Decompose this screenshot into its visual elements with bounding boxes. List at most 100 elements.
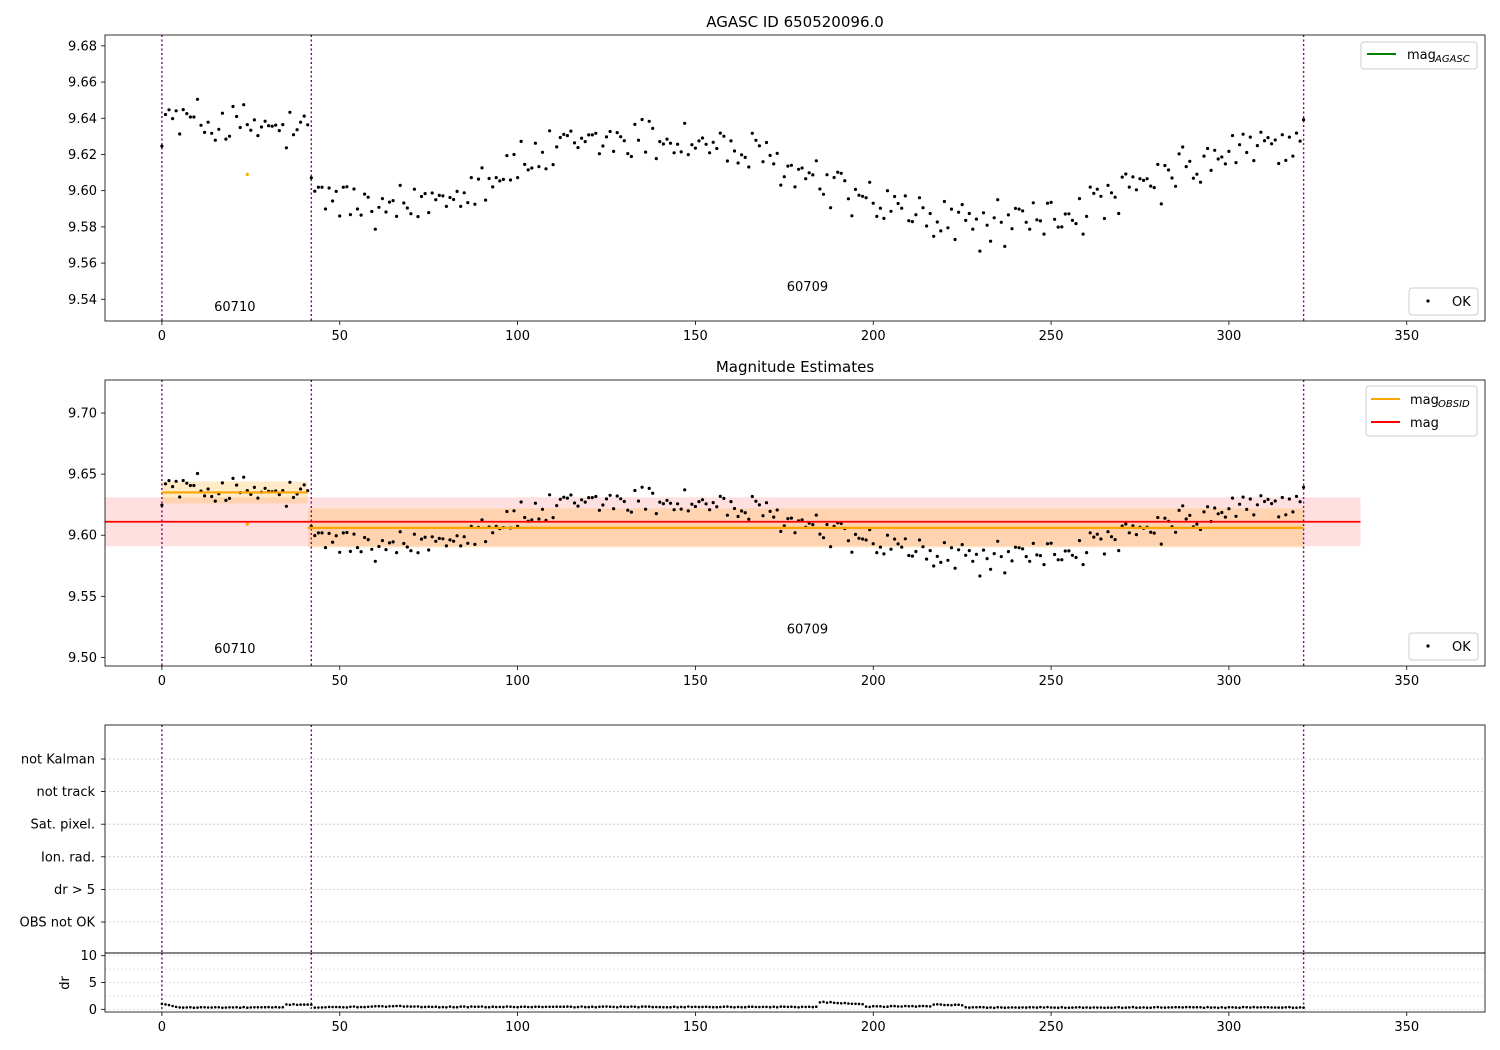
ok-data-point [1106,183,1110,187]
dr-data-point [1032,1006,1035,1009]
dr-data-point [480,1005,484,1008]
dr-data-point [1028,1005,1031,1009]
dr-data-point [1145,1006,1149,1009]
dr-data-point [562,1005,566,1008]
ok-data-point [572,501,577,505]
dr-data-point [651,1005,654,1009]
ok-data-point [1213,148,1217,152]
ok-data-point [1070,553,1074,557]
ok-data-point [1159,542,1163,546]
dr-data-point [1081,1006,1085,1009]
dr-data-point [434,1005,438,1008]
ok-data-point [224,498,228,502]
ok-data-point [967,549,971,553]
x-tick-label: 300 [1217,1020,1242,1035]
ok-data-point [540,507,545,511]
ok-data-point [512,509,516,513]
dr-data-point [768,1005,772,1009]
dr-data-point [174,1005,178,1009]
ok-data-point [288,110,292,114]
ok-data-point [1273,138,1277,142]
ok-data-point [163,482,168,486]
ok-data-point [693,504,698,509]
dr-data-point [1284,1006,1288,1009]
dr-data-point [1174,1005,1177,1009]
ok-data-point [999,220,1003,224]
ok-data-point [302,114,306,118]
ok-data-point [1113,538,1117,542]
dr-data-point [736,1005,740,1009]
ok-data-point [167,108,171,112]
ok-data-point [1035,553,1039,557]
obsid-label: 60710 [214,300,255,315]
dr-data-point [292,1002,295,1006]
ok-data-point [718,131,722,135]
y-tick-label: 5 [89,976,97,991]
ok-data-point [291,495,296,500]
ok-data-point [242,103,246,107]
dr-data-point [1007,1006,1010,1009]
dr-data-point [758,1005,761,1009]
ok-data-point [1088,531,1092,535]
ok-data-point [1223,162,1227,166]
dr-data-point [676,1006,679,1009]
dr-data-point [647,1005,651,1008]
dr-data-point [1195,1005,1199,1009]
ok-data-point [448,195,452,200]
ok-data-point [284,146,288,150]
ok-data-point [949,546,954,550]
dr-data-point [900,1005,903,1008]
dr-data-point [800,1005,804,1009]
ok-data-point [711,140,715,144]
ok-data-point [644,507,648,511]
dr-data-point [1167,1006,1170,1009]
dr-data-point [555,1005,558,1008]
x-tick-label: 250 [1039,674,1064,689]
dr-data-point [943,1003,946,1007]
ok-data-point [836,170,840,174]
ok-data-point [672,508,676,512]
dr-data-point [537,1005,541,1008]
dr-data-point [281,1005,285,1009]
ok-data-point [544,167,548,171]
ok-data-point [1216,157,1220,161]
x-tick-label: 50 [331,329,348,344]
dr-data-point [854,1002,857,1006]
ok-data-point [580,136,584,140]
ok-data-point [939,229,943,233]
ok-data-point [373,559,377,563]
ok-data-point [270,124,274,128]
ok-data-point [903,194,907,198]
ok-data-point [227,496,232,500]
x-tick-label: 200 [861,329,886,344]
ok-data-point [203,494,207,498]
dr-data-point [1209,1006,1213,1009]
dr-data-point [181,1006,185,1009]
ok-data-point [917,538,922,542]
dr-data-point [743,1005,747,1009]
ok-data-point [757,144,762,148]
ok-data-point [747,165,751,169]
ok-data-point [1085,551,1089,555]
ok-data-point [512,152,516,157]
ok-data-point [633,122,637,126]
ok-data-point [441,194,445,198]
ok-data-point [313,534,317,538]
ok-data-point [476,177,481,181]
dr-data-point [740,1005,743,1009]
y-tick-label: 9.60 [68,529,97,544]
ok-data-point [594,494,598,499]
ok-data-point [391,540,395,544]
ok-data-point [878,206,883,210]
y-tick-label: 9.54 [68,293,97,308]
dr-data-point [1078,1005,1081,1009]
x-tick-label: 50 [331,674,348,689]
ok-data-point [814,159,818,163]
ok-data-point [622,139,626,143]
dr-data-point [640,1005,644,1008]
ok-data-point [395,551,399,555]
dr-data-point [160,1002,164,1006]
ok-data-point [174,109,178,113]
ok-data-point [619,497,623,501]
ok-data-point [405,206,409,210]
